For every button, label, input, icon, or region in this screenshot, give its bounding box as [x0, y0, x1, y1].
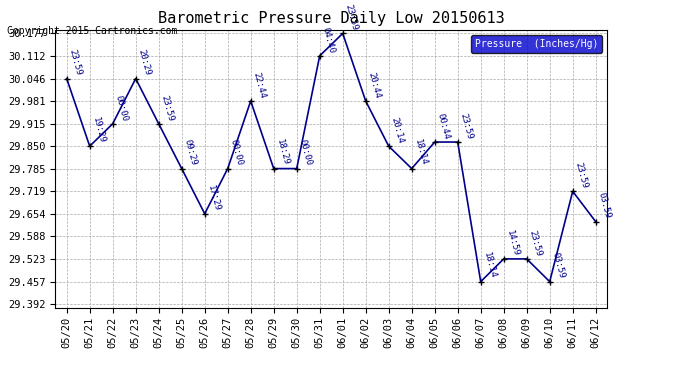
Text: 18:14: 18:14: [413, 139, 428, 167]
Text: 09:29: 09:29: [183, 139, 199, 167]
Title: Barometric Pressure Daily Low 20150613: Barometric Pressure Daily Low 20150613: [158, 11, 504, 26]
Text: 18:14: 18:14: [482, 252, 497, 280]
Text: 23:59: 23:59: [344, 3, 359, 32]
Text: 20:29: 20:29: [137, 49, 152, 77]
Text: 20:44: 20:44: [367, 71, 382, 99]
Text: 22:44: 22:44: [252, 71, 268, 99]
Text: 23:59: 23:59: [574, 161, 589, 190]
Text: 23:59: 23:59: [528, 229, 544, 257]
Text: 00:00: 00:00: [229, 139, 244, 167]
Text: 18:29: 18:29: [275, 139, 290, 167]
Text: Copyright 2015 Cartronics.com: Copyright 2015 Cartronics.com: [7, 26, 177, 36]
Text: 03:59: 03:59: [551, 252, 566, 280]
Text: 04:40: 04:40: [321, 26, 337, 54]
Text: 03:59: 03:59: [597, 192, 613, 220]
Text: 23:59: 23:59: [160, 94, 175, 122]
Text: 17:29: 17:29: [206, 184, 221, 212]
Text: 23:59: 23:59: [459, 112, 475, 140]
Text: 20:14: 20:14: [390, 116, 406, 144]
Text: 00:00: 00:00: [298, 139, 313, 167]
Text: 19:29: 19:29: [91, 116, 106, 144]
Text: 23:59: 23:59: [68, 49, 83, 77]
Text: 00:44: 00:44: [436, 112, 451, 140]
Legend: Pressure  (Inches/Hg): Pressure (Inches/Hg): [471, 35, 602, 52]
Text: 14:59: 14:59: [505, 229, 520, 257]
Text: 00:00: 00:00: [114, 94, 130, 122]
